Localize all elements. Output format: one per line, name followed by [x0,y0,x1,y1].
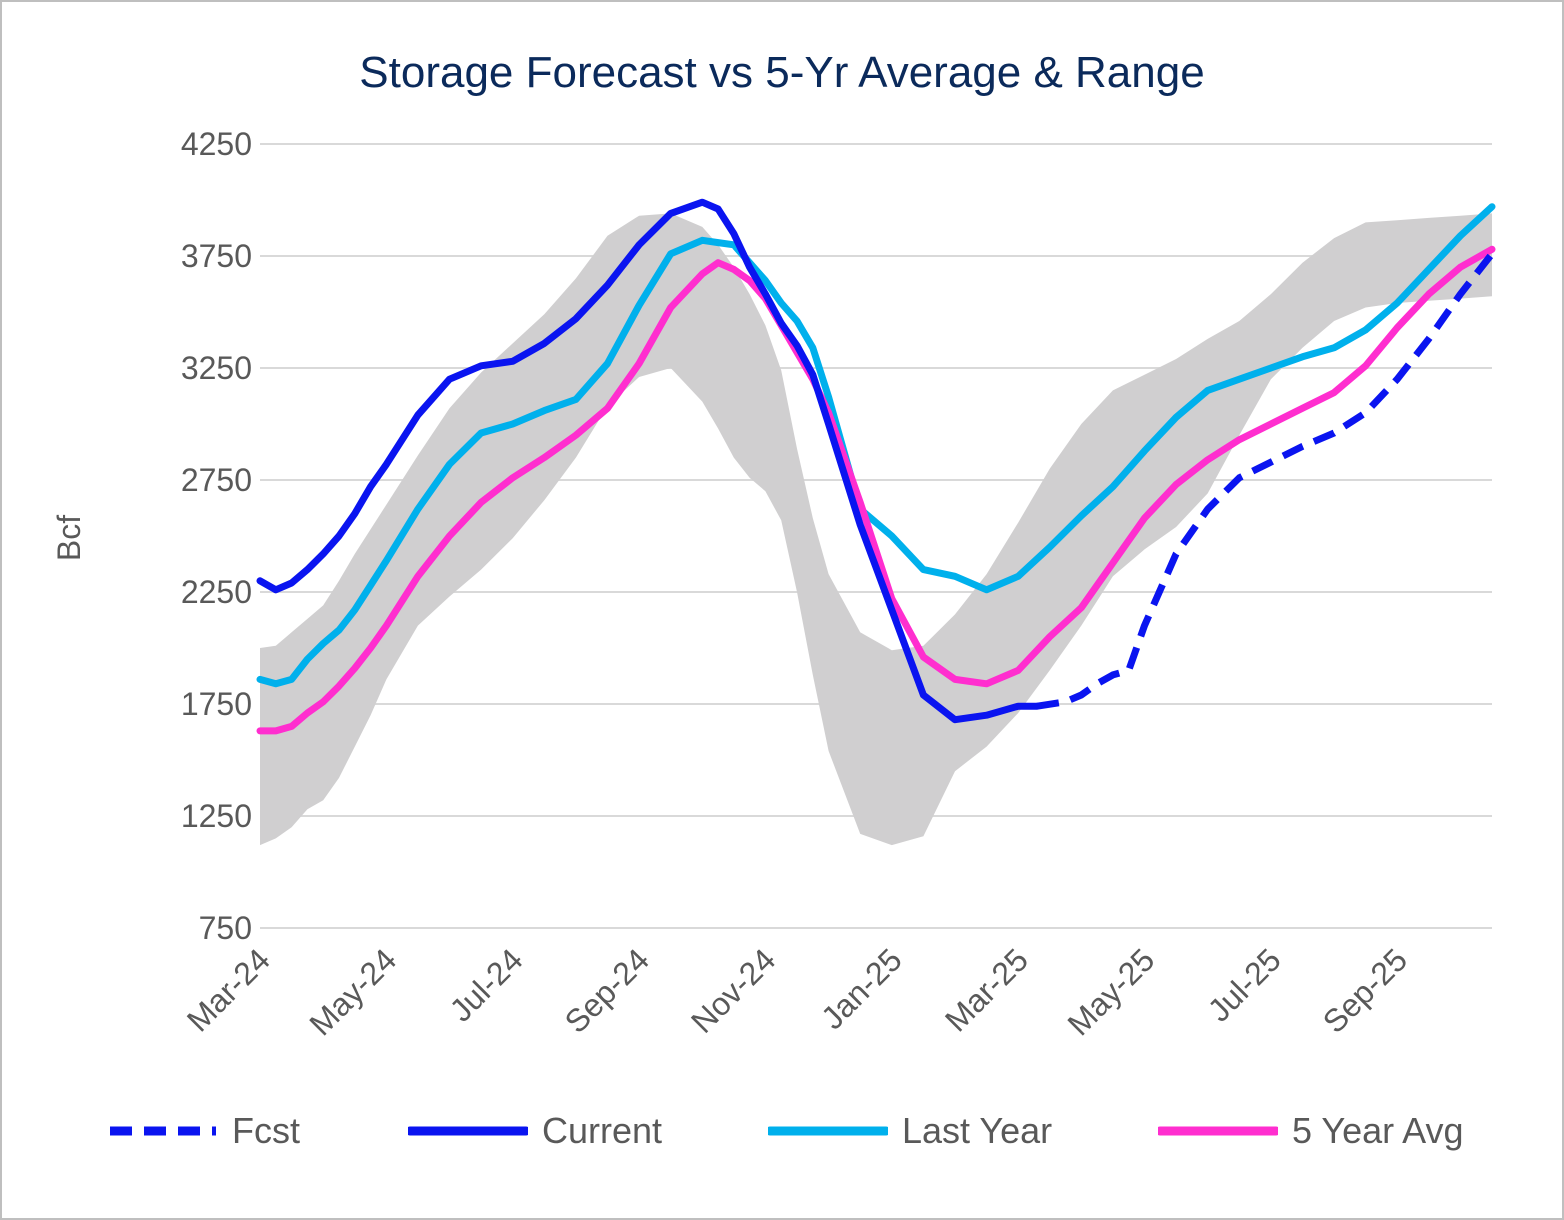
y-tick-3750: 3750 [181,238,252,274]
range-band-group [260,213,1492,846]
legend-item-fcst: Fcst [108,1106,300,1156]
legend-label-last-year: Last Year [902,1110,1053,1151]
y-tick-labels: 750 1250 1750 2250 2750 3250 3750 4250 [181,126,252,946]
x-tick-sep-24: Sep-24 [558,941,656,1039]
series-line-fcst [1036,251,1495,710]
y-tick-4250: 4250 [181,126,252,162]
legend-swatch-current [408,1126,528,1136]
legend-swatch-last-year [768,1126,888,1136]
y-tick-1750: 1750 [181,686,252,722]
y-tick-3250: 3250 [181,350,252,386]
legend-swatch-5yr-avg [1158,1126,1278,1136]
legend-label-current: Current [542,1110,663,1151]
legend-item-current: Current [408,1106,662,1156]
legend-item-last-year: Last Year [768,1106,1052,1156]
x-tick-mar-24: Mar-24 [180,941,277,1038]
x-tick-nov-24: Nov-24 [684,941,782,1039]
series-line-last-year [256,203,1496,688]
chart-title: Storage Forecast vs 5-Yr Average & Range [359,48,1205,97]
x-tick-jul-24: Jul-24 [443,941,530,1028]
legend-label-fcst: Fcst [232,1110,300,1151]
x-tick-jul-25: Jul-25 [1201,941,1288,1028]
y-tick-2750: 2750 [181,462,252,498]
x-tick-labels: Mar-24 May-24 Jul-24 Sep-24 Nov-24 Jan-25 Mar-… [180,941,1414,1042]
x-tick-may-25: May-25 [1061,941,1162,1042]
y-tick-1250: 1250 [181,798,252,834]
legend-swatch-fcst [110,1126,216,1136]
y-tick-2250: 2250 [181,574,252,610]
series-lines [256,198,1496,735]
x-tick-may-24: May-24 [302,941,403,1042]
legend-item-5yr-avg: 5 Year Avg [1158,1106,1464,1156]
y-axis-label: Bcf [51,515,87,561]
series-line-current [256,198,1041,724]
legend-label-5yr-avg: 5 Year Avg [1292,1110,1464,1151]
x-tick-sep-25: Sep-25 [1316,941,1414,1039]
range-band [260,213,1492,846]
x-tick-mar-25: Mar-25 [938,941,1035,1038]
x-tick-jan-25: Jan-25 [814,941,909,1036]
y-tick-750: 750 [199,910,252,946]
